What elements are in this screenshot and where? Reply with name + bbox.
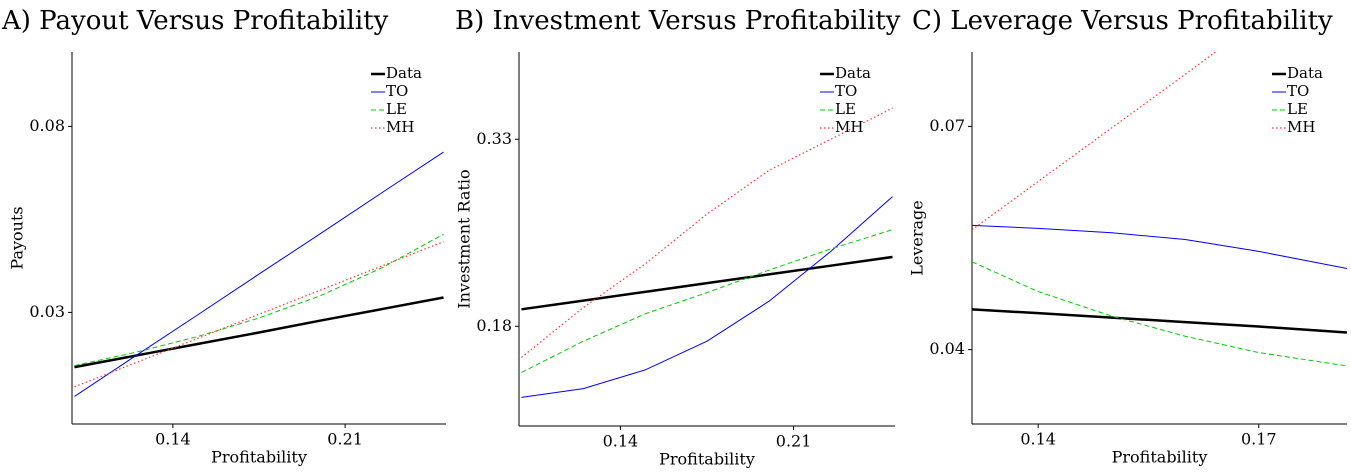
series-line bbox=[74, 296, 444, 369]
series-line bbox=[521, 229, 893, 373]
y-tick-label: 0.07 bbox=[929, 116, 965, 135]
panel: B) Investment Versus Profitability 0.14 0.… bbox=[455, 6, 901, 469]
y-axis-label: Leverage bbox=[908, 200, 927, 276]
y-tick-label: 0.33 bbox=[476, 129, 512, 148]
y-tick-label: 0.04 bbox=[929, 339, 965, 358]
plot-area bbox=[972, 52, 1347, 367]
series-line bbox=[972, 261, 1347, 367]
x-tick-label: 0.17 bbox=[1241, 430, 1277, 449]
x-tick-label: 0.21 bbox=[776, 432, 812, 451]
plot-area bbox=[74, 151, 444, 397]
legend-label: Data bbox=[1287, 64, 1323, 82]
series-line bbox=[972, 224, 1347, 269]
legend-label: TO bbox=[1287, 82, 1309, 100]
series-line bbox=[521, 255, 893, 311]
legend-label: Data bbox=[835, 64, 871, 82]
chart-title: B) Investment Versus Profitability bbox=[455, 6, 901, 36]
y-axis-label: Payouts bbox=[8, 206, 27, 269]
legend-label: LE bbox=[386, 100, 407, 118]
panel: A) Payout Versus Profitability 0.14 0.21 0.… bbox=[1, 6, 446, 467]
legend-label: MH bbox=[1287, 118, 1315, 136]
series-line bbox=[74, 241, 444, 388]
y-tick-label: 0.03 bbox=[29, 302, 65, 321]
legend-label: LE bbox=[835, 100, 856, 118]
legend-label: TO bbox=[386, 82, 408, 100]
legend-label: Data bbox=[386, 64, 422, 82]
x-axis-label: Profitability bbox=[1112, 448, 1208, 467]
series-line bbox=[74, 151, 444, 397]
series-line bbox=[74, 233, 444, 367]
legend-label: MH bbox=[386, 118, 414, 136]
series-line bbox=[521, 107, 893, 358]
legend-label: LE bbox=[1287, 100, 1308, 118]
y-tick-label: 0.18 bbox=[476, 316, 512, 335]
y-axis-label: Investment Ratio bbox=[455, 169, 474, 308]
panel: C) Leverage Versus Profitability 0.14 0.17… bbox=[908, 6, 1347, 467]
x-axis-label: Profitability bbox=[659, 450, 755, 469]
chart-title: C) Leverage Versus Profitability bbox=[912, 6, 1333, 36]
chart-title: A) Payout Versus Profitability bbox=[1, 6, 389, 36]
y-tick-label: 0.08 bbox=[29, 116, 65, 135]
plot-area bbox=[521, 107, 893, 398]
x-tick-label: 0.21 bbox=[327, 430, 363, 449]
legend-label: MH bbox=[835, 118, 863, 136]
x-tick-label: 0.14 bbox=[155, 430, 191, 449]
x-tick-label: 0.14 bbox=[603, 432, 639, 451]
series-line bbox=[972, 308, 1347, 334]
series-line bbox=[521, 196, 893, 398]
legend-label: TO bbox=[835, 82, 857, 100]
x-tick-label: 0.14 bbox=[1020, 430, 1056, 449]
x-axis-label: Profitability bbox=[211, 448, 307, 467]
series-line bbox=[972, 52, 1217, 231]
